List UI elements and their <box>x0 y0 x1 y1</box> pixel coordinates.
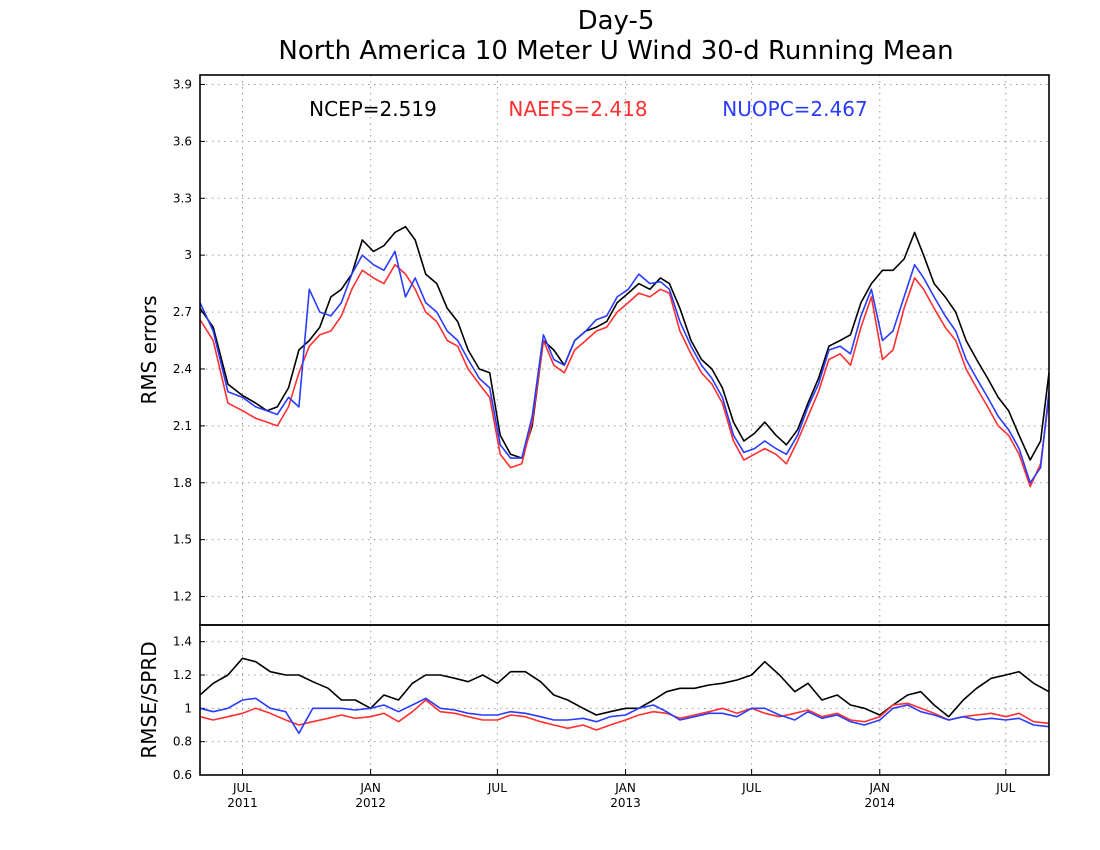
top-ytick-label: 2.7 <box>173 305 192 319</box>
xtick-month-label: JUL <box>741 781 761 795</box>
top-ytick-label: 3 <box>184 248 192 262</box>
top-series-nuopc <box>199 250 1050 484</box>
top-ylabel: RMS errors <box>137 295 161 404</box>
bottom-series-ncep <box>199 657 1050 718</box>
top-ytick-label: 1.2 <box>173 590 192 604</box>
xtick-month-label: JUL <box>487 781 507 795</box>
xtick-month-label: JUL <box>232 781 252 795</box>
top-panel: 1.2 1.5 1.8 2.1 2.4 2.7 3 3.3 3.6 3.9 RMS errors NC… <box>137 74 1050 626</box>
top-ytick-label: 1.8 <box>173 476 192 490</box>
legend-nuopc: NUOPC=2.467 <box>722 97 867 121</box>
xtick-year-label: 2014 <box>864 796 895 810</box>
bottom-ytick-label: 1.2 <box>173 668 192 682</box>
bottom-series-nuopc <box>199 697 1050 735</box>
chart-title-line2: North America 10 Meter U Wind 30-d Runni… <box>278 36 953 66</box>
top-series-naefs <box>199 263 1050 488</box>
xtick-month-label: JAN <box>868 781 890 795</box>
top-series-ncep <box>199 225 1050 461</box>
top-ytick-label: 2.4 <box>173 362 192 376</box>
top-frame <box>199 74 1050 626</box>
bottom-ytick-label: 0.6 <box>173 768 192 782</box>
xtick-month-label: JAN <box>614 781 636 795</box>
top-ytick-label: 3.9 <box>173 77 192 91</box>
bottom-ytick-label: 1.4 <box>173 635 192 649</box>
top-ytick-label: 3.3 <box>173 191 192 205</box>
top-ytick-label: 1.5 <box>173 533 192 547</box>
xtick-year-label: 2013 <box>610 796 641 810</box>
legend-naefs: NAEFS=2.418 <box>508 97 647 121</box>
legend-ncep: NCEP=2.519 <box>309 97 437 121</box>
bottom-series-naefs <box>199 699 1050 731</box>
bottom-ytick-label: 0.8 <box>173 735 192 749</box>
xtick-month-label: JUL <box>995 781 1015 795</box>
bottom-ytick-label: 1 <box>184 701 192 715</box>
bottom-ylabel: RMSE/SPRD <box>137 641 161 758</box>
top-ytick-label: 3.6 <box>173 134 192 148</box>
bottom-frame <box>199 624 1050 776</box>
bottom-panel: 0.6 0.8 1 1.2 1.4 RMSE/SPRD <box>137 624 1050 782</box>
xtick-year-label: 2011 <box>227 796 258 810</box>
top-ytick-label: 2.1 <box>173 419 192 433</box>
xtick-year-label: 2012 <box>355 796 386 810</box>
chart-title-line1: Day-5 <box>578 6 655 36</box>
xtick-month-label: JAN <box>359 781 381 795</box>
